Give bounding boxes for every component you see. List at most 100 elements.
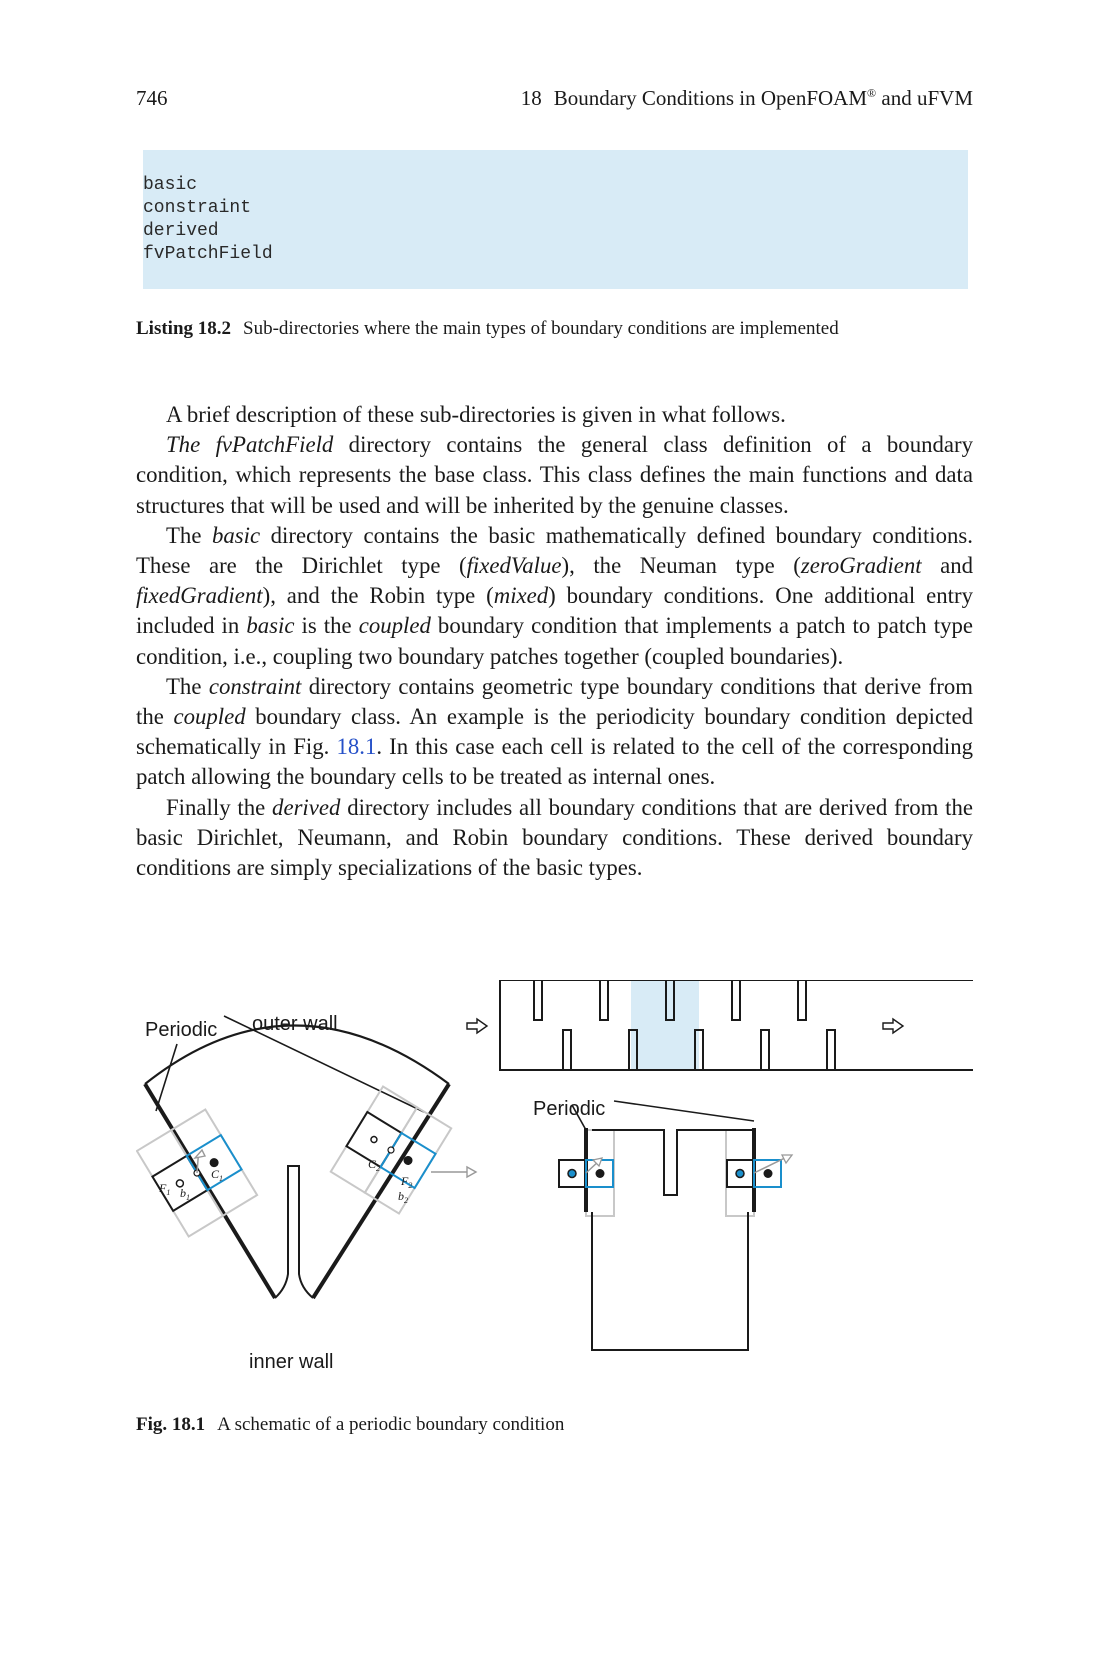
figure-caption: Fig. 18.1 A schematic of a periodic bound… xyxy=(136,1414,564,1436)
body-text: A brief description of these sub-directo… xyxy=(136,400,973,883)
cell-pair-right xyxy=(329,1085,453,1215)
fins-top xyxy=(533,980,807,1021)
centroid-label-c2: C2 xyxy=(368,1157,380,1173)
chapter-title-suffix: and uFVM xyxy=(876,86,973,110)
paragraph: The fvPatchField directory contains the … xyxy=(136,430,973,521)
periodic-label-left: Periodic xyxy=(145,1019,217,1041)
leader-line xyxy=(613,1100,755,1122)
leader-line xyxy=(155,1043,178,1112)
right-channel-diagram xyxy=(466,980,973,1351)
arrowhead xyxy=(193,1148,207,1160)
fins-bottom xyxy=(562,1029,836,1070)
figure-caption-text: A schematic of a periodic boundary condi… xyxy=(217,1414,565,1435)
figure-reference-link[interactable]: 18.1 xyxy=(336,734,377,760)
text-run: The xyxy=(166,522,212,548)
arrowhead xyxy=(780,1154,794,1165)
text-run: . In this case each cell is related to t… xyxy=(136,734,973,790)
inner-wall-label: inner wall xyxy=(249,1351,333,1373)
text-run: The xyxy=(166,673,209,699)
symbol: F xyxy=(400,1174,409,1188)
term: basic xyxy=(211,522,261,548)
paragraph: Finally the derived directory includes a… xyxy=(136,793,973,884)
term: fixedValue xyxy=(466,553,562,579)
subscript: 2 xyxy=(404,1196,408,1205)
text-run: ), and the Robin type ( xyxy=(262,583,494,609)
text-run: Finally the xyxy=(166,794,273,820)
text-run: directory contains the basic mathematica… xyxy=(136,522,973,579)
leader-line xyxy=(571,1104,587,1131)
text-run: A brief description of these sub-directo… xyxy=(166,402,786,427)
face-point xyxy=(370,1135,378,1144)
term: zeroGradient xyxy=(800,553,922,579)
left-periodic-boundary xyxy=(143,1082,277,1300)
boundary-label-b2: b2 xyxy=(398,1189,408,1205)
repeat-unit-detail xyxy=(558,1100,794,1351)
symbol: b xyxy=(398,1189,404,1203)
cell-centroid xyxy=(403,1155,413,1165)
face-point xyxy=(175,1179,185,1188)
term: constraint xyxy=(208,673,302,699)
cell-pair-left xyxy=(136,1108,259,1238)
leader-line xyxy=(223,1015,425,1113)
term: derived xyxy=(272,794,341,820)
symbol: b xyxy=(180,1186,186,1200)
registered-mark: ® xyxy=(867,86,877,100)
term: The fvPatchField xyxy=(166,432,334,458)
subscript: 1 xyxy=(219,1174,223,1183)
paragraph: The basic directory contains the basic m… xyxy=(136,521,973,672)
subscript: 1 xyxy=(186,1193,190,1202)
inner-wall xyxy=(274,1165,314,1299)
listing-caption-text: Sub-directories where the main types of … xyxy=(243,318,839,339)
arrowhead xyxy=(466,1165,478,1179)
normal-vector xyxy=(196,1155,200,1174)
symbol: C xyxy=(211,1167,220,1181)
text-run: directory includes all boundary conditio… xyxy=(136,794,973,881)
boundary-label-b1: b1 xyxy=(180,1186,190,1202)
paragraph: A brief description of these sub-directo… xyxy=(136,400,973,430)
outlet-arrow-icon xyxy=(882,1017,905,1035)
schematic-drawing: Periodic outer wall inner wall F1 b1 C1 … xyxy=(136,980,973,1373)
subscript: 2 xyxy=(376,1164,380,1173)
outer-wall-label: outer wall xyxy=(252,1013,338,1035)
cell-centroid xyxy=(595,1169,605,1178)
term: coupled xyxy=(358,613,431,639)
face-centroid xyxy=(387,1146,395,1154)
face-point xyxy=(735,1168,745,1179)
code-line: constraint xyxy=(143,198,252,218)
subscript: 1 xyxy=(166,1188,170,1197)
arrowhead xyxy=(591,1157,604,1168)
text-run: and xyxy=(921,553,973,579)
text-run: boundary condition that implements a pat… xyxy=(136,613,973,669)
term: fixedGradient xyxy=(136,583,263,609)
periodic-label-right: Periodic xyxy=(533,1098,605,1120)
cell-centroid xyxy=(763,1169,773,1178)
face-label-f2: F2 xyxy=(400,1174,412,1190)
chapter-title: Boundary Conditions in OpenFOAM xyxy=(553,86,868,110)
text-run: boundary class. An example is the period… xyxy=(136,704,973,760)
cell-centroid xyxy=(209,1158,219,1168)
code-line: fvPatchField xyxy=(143,244,273,264)
figure-periodic-schematic: Periodic outer wall inner wall F1 b1 C1 … xyxy=(136,980,973,1400)
face-point xyxy=(567,1168,577,1179)
figure-caption-label: Fig. 18.1 xyxy=(136,1414,206,1435)
term: basic xyxy=(246,613,295,639)
term: coupled xyxy=(173,704,246,730)
text-run: ), the Neuman type ( xyxy=(561,553,801,579)
symbol: F xyxy=(158,1181,167,1195)
left-sector-diagram xyxy=(136,1015,478,1300)
outer-wall-arc xyxy=(144,1024,450,1085)
unit-top-wall xyxy=(592,1129,752,1196)
paragraph: The constraint directory contains geomet… xyxy=(136,672,973,793)
term: mixed xyxy=(493,583,549,609)
subscript: 2 xyxy=(408,1181,412,1190)
chapter-number: 18 xyxy=(520,86,542,110)
listing-caption: Listing 18.2 Sub-directories where the ma… xyxy=(136,318,839,340)
page-number: 746 xyxy=(136,86,168,110)
unit-bottom-wall xyxy=(591,1212,749,1351)
text-run: directory contains geometric type bounda… xyxy=(136,673,973,730)
code-listing: basic constraint derived fvPatchField xyxy=(143,150,968,289)
symbol: C xyxy=(368,1157,377,1171)
inlet-arrow-icon xyxy=(466,1017,489,1035)
text-run: is the xyxy=(294,613,359,639)
code-line: basic xyxy=(143,175,198,195)
